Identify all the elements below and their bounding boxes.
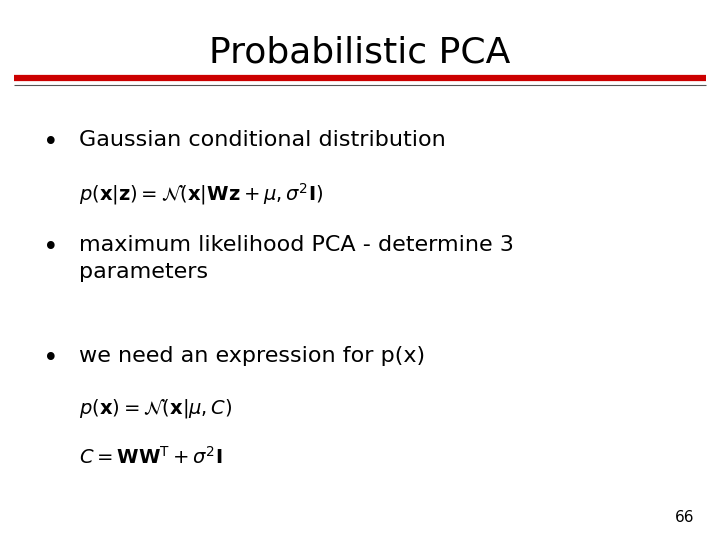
Text: maximum likelihood PCA - determine 3
parameters: maximum likelihood PCA - determine 3 par…: [79, 235, 514, 282]
Text: we need an expression for p(x): we need an expression for p(x): [79, 346, 426, 366]
Text: Gaussian conditional distribution: Gaussian conditional distribution: [79, 130, 446, 150]
Text: $p(\mathbf{x}|\mathbf{z}) = \mathcal{N}(\mathbf{x}|\mathbf{W}\mathbf{z} + \mu, \: $p(\mathbf{x}|\mathbf{z}) = \mathcal{N}(…: [79, 181, 323, 207]
Text: •: •: [43, 130, 59, 156]
Text: 66: 66: [675, 510, 695, 525]
Text: Probabilistic PCA: Probabilistic PCA: [210, 35, 510, 69]
Text: $C = \mathbf{W}\mathbf{W}^\mathrm{T} + \sigma^2\mathbf{I}$: $C = \mathbf{W}\mathbf{W}^\mathrm{T} + \…: [79, 446, 222, 468]
Text: $p(\mathbf{x}) = \mathcal{N}(\mathbf{x}|\mu, C)$: $p(\mathbf{x}) = \mathcal{N}(\mathbf{x}|…: [79, 397, 233, 420]
Text: •: •: [43, 346, 59, 372]
Text: •: •: [43, 235, 59, 261]
